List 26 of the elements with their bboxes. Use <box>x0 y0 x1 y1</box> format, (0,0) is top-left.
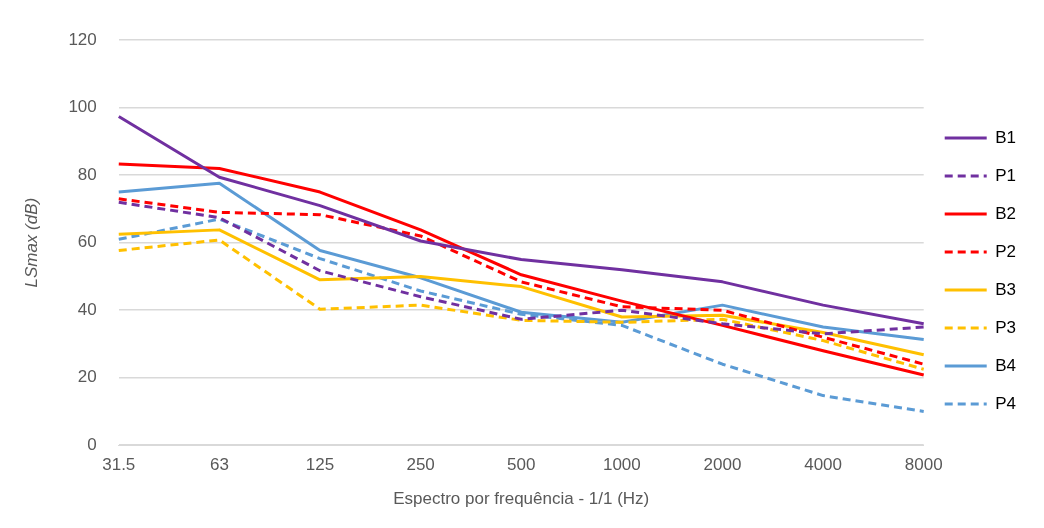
x-tick-label: 125 <box>305 455 335 475</box>
x-tick-label: 63 <box>209 455 229 475</box>
x-tick-label: 31.5 <box>102 455 136 475</box>
legend-label: P1 <box>995 165 1016 185</box>
y-tick-label: 100 <box>68 97 97 117</box>
legend-label: B3 <box>995 279 1016 299</box>
legend-label: P4 <box>995 393 1016 413</box>
y-tick-label: 20 <box>77 367 97 387</box>
y-tick-label: 40 <box>77 299 97 319</box>
y-tick-label: 0 <box>87 434 97 454</box>
legend-label: P2 <box>995 241 1016 261</box>
legend-label: B2 <box>995 203 1016 223</box>
x-axis-title: Espectro por frequência - 1/1 (Hz) <box>393 489 650 509</box>
y-tick-label: 120 <box>68 29 97 49</box>
x-tick-label: 2000 <box>703 455 742 475</box>
x-tick-label: 4000 <box>804 455 842 475</box>
x-tick-label: 8000 <box>904 455 943 475</box>
x-tick-label: 1000 <box>602 455 641 475</box>
legend-label: B1 <box>995 127 1016 147</box>
legend-label: B4 <box>995 355 1016 375</box>
legend-label: P3 <box>995 317 1016 337</box>
y-tick-label: 80 <box>77 164 97 184</box>
x-tick-label: 250 <box>406 455 435 475</box>
y-axis-title: LSmax (dB) <box>21 197 41 288</box>
x-tick-label: 500 <box>507 455 536 475</box>
y-tick-label: 60 <box>77 232 97 252</box>
